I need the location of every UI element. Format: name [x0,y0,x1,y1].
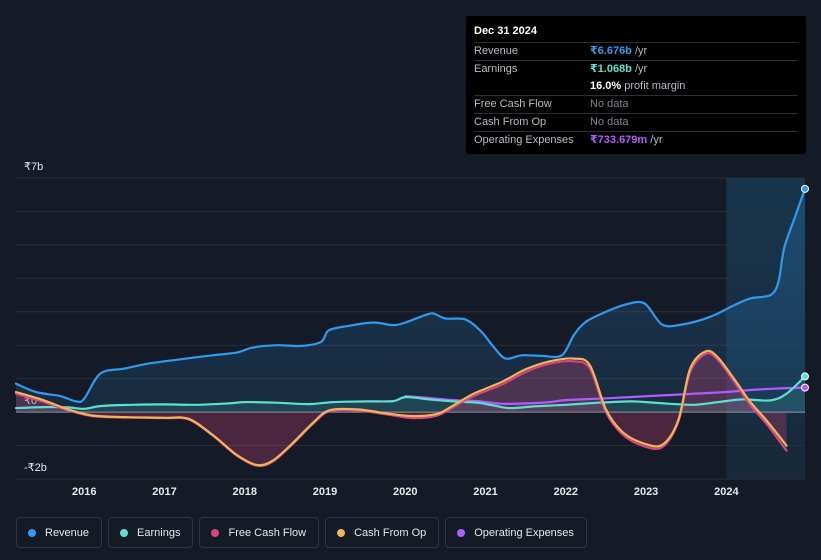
x-tick-label: 2018 [233,486,257,498]
legend-dot-icon [120,528,129,537]
free-cash-flow-area [16,353,787,466]
chart: ₹7b₹0-₹2b2016201720182019202020212022202… [14,161,809,498]
tooltip-row: Cash From Op No data [474,113,798,131]
earnings-end-marker [801,372,809,381]
x-tick-label: 2016 [72,486,96,498]
legend-dot-icon [28,528,36,537]
legend: Revenue Earnings Free Cash Flow Cash From O… [16,517,587,548]
tooltip-row-label [474,78,590,95]
legend-item-free-cash-flow[interactable]: Free Cash Flow [199,517,320,548]
tooltip-row: Free Cash Flow No data [474,95,798,113]
legend-label: Cash From Op [354,526,427,539]
legend-dot-icon [337,528,346,537]
tooltip-row: Earnings ₹1.068b /yr [474,60,798,78]
x-tick-label: 2024 [714,486,739,498]
tooltip-row: 16.0% profit margin [474,78,798,95]
legend-label: Free Cash Flow [228,526,307,539]
tooltip-row: Revenue ₹6.676b /yr [474,42,798,60]
legend-label: Operating Expenses [474,526,574,539]
tooltip-row-value: No data [590,98,629,110]
x-tick-label: 2019 [313,486,337,498]
revenue-end-marker [801,184,809,193]
revenue-line [14,187,807,404]
tooltip-row-value: No data [590,116,629,128]
x-tick-label: 2017 [152,486,176,498]
legend-item-revenue[interactable]: Revenue [16,517,103,548]
legend-item-cash-from-op[interactable]: Cash From Op [325,517,440,548]
legend-label: Revenue [45,526,90,539]
tooltip-row-value: ₹6.676b /yr [590,45,648,57]
tooltip-row-label: Operating Expenses [474,134,574,146]
y-tick-label: -₹2b [24,462,47,474]
y-tick-label: ₹7b [24,161,43,173]
legend-label: Earnings [137,526,181,539]
tooltip-row-label: Revenue [474,45,519,57]
tooltip-row-value: ₹733.679m /yr [590,134,663,146]
operating-expenses-end-marker [801,383,809,392]
tooltip-row-label: Cash From Op [474,116,547,128]
legend-dot-icon [457,528,466,537]
tooltip-row-value: ₹1.068b /yr [590,63,648,75]
legend-dot-icon [211,528,220,537]
x-tick-label: 2020 [393,486,417,498]
legend-item-earnings[interactable]: Earnings [108,517,194,548]
cash-from-op-line [14,349,788,467]
x-tick-label: 2023 [634,486,658,498]
earnings-line [14,375,807,410]
x-tick-label: 2022 [554,486,578,498]
tooltip-row-label: Free Cash Flow [474,98,552,110]
tooltip-date: Dec 31 2024 [474,25,537,37]
legend-item-operating-expenses[interactable]: Operating Expenses [445,517,587,548]
tooltip-row: Operating Expenses ₹733.679m /yr [474,131,798,149]
tooltip-row-label: Earnings [474,63,518,75]
tooltip-row-value: 16.0% profit margin [590,80,686,92]
tooltip: Dec 31 2024 Revenue ₹6.676b /yr Earnings ₹1… [466,16,806,154]
x-tick-label: 2021 [473,486,497,498]
